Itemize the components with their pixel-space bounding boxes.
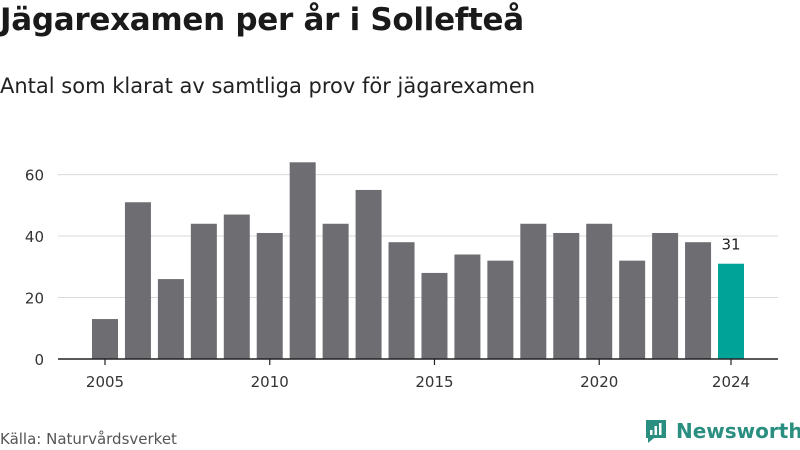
bar bbox=[520, 223, 547, 359]
bar bbox=[124, 202, 151, 359]
bar-highlight bbox=[718, 263, 744, 359]
y-tick-label: 0 bbox=[34, 351, 44, 369]
bar bbox=[553, 232, 580, 359]
brand-chart-icon bbox=[646, 420, 666, 443]
bar bbox=[586, 223, 613, 359]
bar bbox=[388, 242, 415, 359]
x-tick-label: 2015 bbox=[415, 373, 453, 391]
bar bbox=[223, 214, 250, 359]
bar bbox=[355, 189, 382, 359]
bar bbox=[454, 254, 481, 359]
bar bbox=[92, 319, 118, 359]
bar bbox=[256, 232, 283, 359]
y-tick-label: 40 bbox=[25, 228, 44, 246]
brand-name: Newsworthy bbox=[676, 419, 800, 443]
source-note: Källa: Naturvårdsverket bbox=[0, 430, 177, 448]
bar bbox=[190, 223, 217, 359]
x-tick-label: 2020 bbox=[580, 373, 618, 391]
chart-title: Jägarexamen per år i Sollefteå bbox=[0, 2, 524, 38]
x-tick-label: 2024 bbox=[712, 373, 750, 391]
bar bbox=[289, 162, 316, 359]
bar bbox=[487, 260, 514, 359]
bar bbox=[652, 232, 679, 359]
x-tick-label: 2005 bbox=[86, 373, 124, 391]
y-tick-label: 20 bbox=[25, 290, 44, 308]
bar bbox=[685, 242, 712, 359]
chart-subtitle: Antal som klarat av samtliga prov för jä… bbox=[0, 74, 536, 98]
x-tick-label: 2010 bbox=[251, 373, 289, 391]
data-label: 31 bbox=[721, 236, 740, 254]
bar bbox=[421, 272, 448, 359]
y-tick-label: 60 bbox=[25, 167, 44, 185]
bar bbox=[619, 260, 646, 359]
bar bbox=[322, 223, 349, 359]
bar-chart: 0 20 40 60 31 2005 2010 2015 2020 2024 bbox=[25, 162, 778, 391]
bar bbox=[157, 279, 184, 359]
newsworthy-logo: Newsworthy bbox=[644, 418, 800, 444]
